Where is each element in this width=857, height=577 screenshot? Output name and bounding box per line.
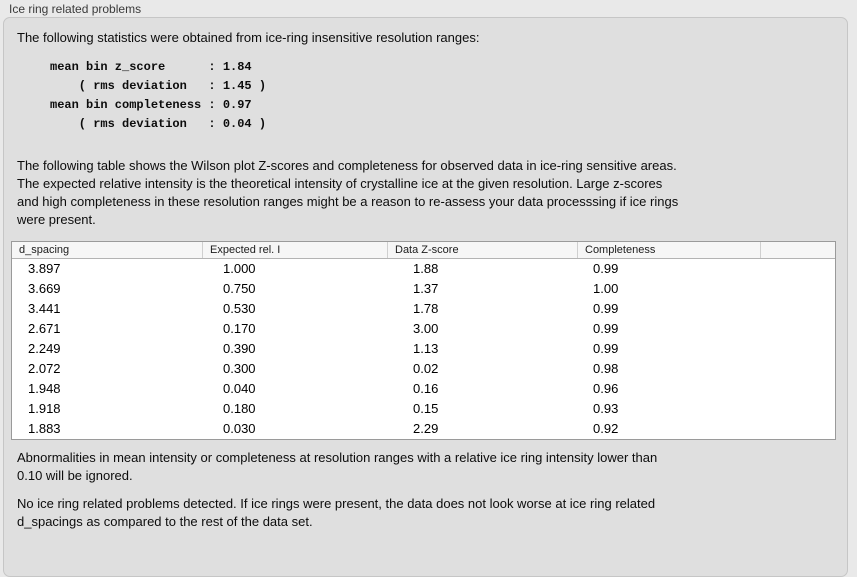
table-cell: 0.180 xyxy=(223,401,256,416)
table-cell: 2.249 xyxy=(28,341,61,356)
table-cell: 0.99 xyxy=(593,341,619,356)
table-cell: 0.030 xyxy=(223,421,256,436)
table-cell: 0.750 xyxy=(223,281,256,296)
table-cell: 0.02 xyxy=(413,361,439,376)
table-row[interactable]: 1.948 0.040 0.16 0.96 xyxy=(12,379,835,399)
table-cell: 1.000 xyxy=(223,261,256,276)
table-cell: 1.00 xyxy=(593,281,619,296)
table-cell-filler xyxy=(760,379,835,399)
table-cell: 0.92 xyxy=(593,421,619,436)
table-body: 3.897 1.000 1.88 0.99 3.669 0.750 1.37 1.00 3.44… xyxy=(12,259,835,439)
table-cell: 0.96 xyxy=(593,381,619,396)
table-cell-filler xyxy=(760,319,835,339)
table-cell-filler xyxy=(760,259,835,279)
table-row[interactable]: 1.918 0.180 0.15 0.93 xyxy=(12,399,835,419)
table-row[interactable]: 3.897 1.000 1.88 0.99 xyxy=(12,259,835,279)
table-cell: 0.15 xyxy=(413,401,439,416)
table-description-text: The following table shows the Wilson plo… xyxy=(17,158,679,227)
column-header-d-spacing[interactable]: d_spacing xyxy=(19,244,70,256)
intro-text: The following statistics were obtained f… xyxy=(17,30,480,45)
table-cell: 0.93 xyxy=(593,401,619,416)
statistics-summary-block: mean bin z_score : 1.84 ( rms deviation … xyxy=(50,60,267,131)
table-cell: 3.00 xyxy=(413,321,439,336)
table-cell-filler xyxy=(760,399,835,419)
table-cell: 1.883 xyxy=(28,421,61,436)
table-cell-filler xyxy=(760,419,835,439)
table-cell: 1.88 xyxy=(413,261,439,276)
table-cell: 3.441 xyxy=(28,301,61,316)
table-cell: 1.13 xyxy=(413,341,439,356)
table-cell: 0.040 xyxy=(223,381,256,396)
table-row[interactable]: 3.441 0.530 1.78 0.99 xyxy=(12,299,835,319)
table-cell-filler xyxy=(760,359,835,379)
table-header-row: d_spacing Expected rel. I Data Z-score Comp… xyxy=(12,242,835,259)
table-cell: 1.78 xyxy=(413,301,439,316)
table-cell-filler xyxy=(760,339,835,359)
table-cell: 0.170 xyxy=(223,321,256,336)
ice-ring-panel: The following statistics were obtained f… xyxy=(3,17,848,577)
column-header-completeness[interactable]: Completeness xyxy=(577,242,760,258)
table-cell: 0.99 xyxy=(593,301,619,316)
table-row[interactable]: 2.072 0.300 0.02 0.98 xyxy=(12,359,835,379)
groupbox-title: Ice ring related problems xyxy=(9,2,142,16)
table-cell: 1.37 xyxy=(413,281,439,296)
column-header-data-z-score[interactable]: Data Z-score xyxy=(387,242,577,258)
table-cell-filler xyxy=(760,279,835,299)
ignore-note-text: Abnormalities in mean intensity or compl… xyxy=(17,450,658,483)
column-header-expected-rel-i[interactable]: Expected rel. I xyxy=(202,242,387,258)
table-cell: 0.390 xyxy=(223,341,256,356)
table-cell: 1.948 xyxy=(28,381,61,396)
table-cell: 3.897 xyxy=(28,261,61,276)
ice-ring-table[interactable]: d_spacing Expected rel. I Data Z-score Comp… xyxy=(11,241,836,440)
table-cell: 0.99 xyxy=(593,321,619,336)
table-cell: 1.918 xyxy=(28,401,61,416)
table-cell: 0.98 xyxy=(593,361,619,376)
table-cell: 0.530 xyxy=(223,301,256,316)
table-cell: 2.072 xyxy=(28,361,61,376)
table-cell: 0.99 xyxy=(593,261,619,276)
table-cell: 3.669 xyxy=(28,281,61,296)
table-cell: 2.671 xyxy=(28,321,61,336)
conclusion-text: No ice ring related problems detected. I… xyxy=(17,496,656,529)
table-cell: 0.16 xyxy=(413,381,439,396)
table-row[interactable]: 3.669 0.750 1.37 1.00 xyxy=(12,279,835,299)
table-row[interactable]: 2.671 0.170 3.00 0.99 xyxy=(12,319,835,339)
table-cell-filler xyxy=(760,299,835,319)
table-cell: 2.29 xyxy=(413,421,439,436)
table-row[interactable]: 2.249 0.390 1.13 0.99 xyxy=(12,339,835,359)
column-header-filler[interactable] xyxy=(760,242,835,258)
table-cell: 0.300 xyxy=(223,361,256,376)
table-row[interactable]: 1.883 0.030 2.29 0.92 xyxy=(12,419,835,439)
